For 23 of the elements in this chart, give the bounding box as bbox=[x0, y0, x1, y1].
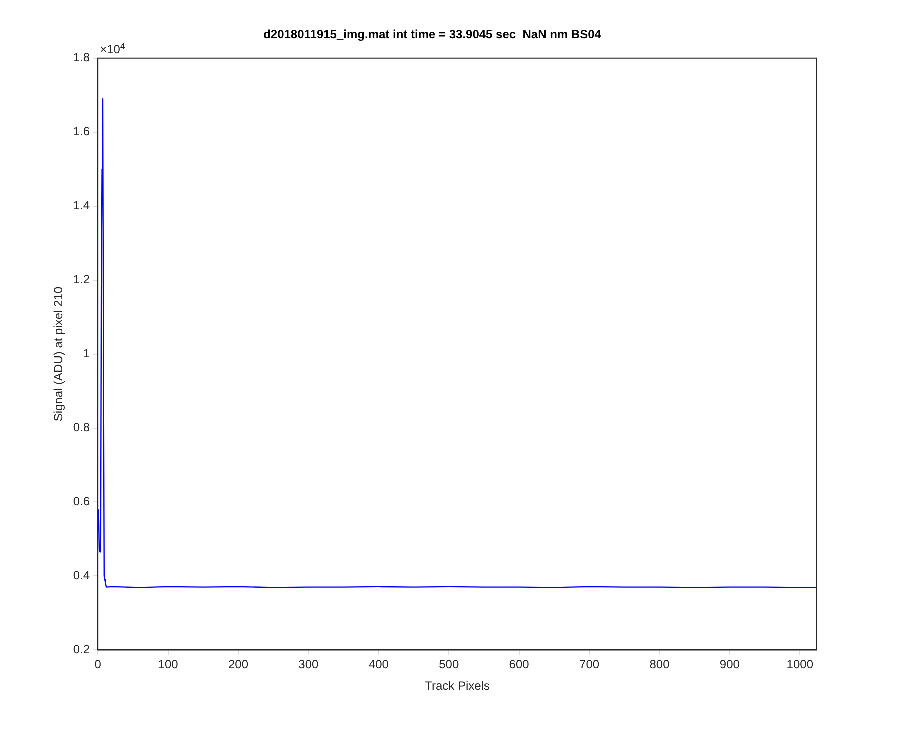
x-tick-label: 700 bbox=[580, 658, 600, 672]
y-tick-label: 1.2 bbox=[73, 272, 90, 287]
x-axis-title: Track Pixels bbox=[425, 679, 490, 694]
y-tick-label: 1 bbox=[83, 346, 90, 361]
x-tick-label: 600 bbox=[509, 658, 530, 672]
y-axis-title: Signal (ADU) at pixel 210 bbox=[52, 286, 66, 422]
y-tick-label: 0.4 bbox=[73, 568, 90, 583]
y-tick-label: 1.8 bbox=[73, 50, 90, 65]
x-tick-label: 400 bbox=[368, 658, 390, 672]
y-tick-label: 0.2 bbox=[73, 642, 90, 657]
y-tick-label: 1.4 bbox=[73, 198, 90, 213]
x-tick-label: 500 bbox=[439, 658, 460, 672]
x-tick-label: 100 bbox=[158, 658, 179, 672]
x-tick-label: 800 bbox=[650, 658, 670, 672]
chart-title: d2018011915_img.mat int time = 33.9045 sec NaN nm BS04 bbox=[264, 28, 602, 42]
x-tick-label: 0 bbox=[94, 658, 102, 672]
x-tick-label: 300 bbox=[298, 658, 320, 672]
x-tick-label: 900 bbox=[720, 658, 740, 672]
y-tick-label: 0.6 bbox=[73, 494, 90, 509]
x-tick-label: 1000 bbox=[786, 658, 814, 672]
y-tick-label: 0.8 bbox=[73, 420, 90, 435]
y-tick-label: 1.6 bbox=[73, 124, 90, 139]
x-tick-label: 200 bbox=[228, 658, 249, 672]
